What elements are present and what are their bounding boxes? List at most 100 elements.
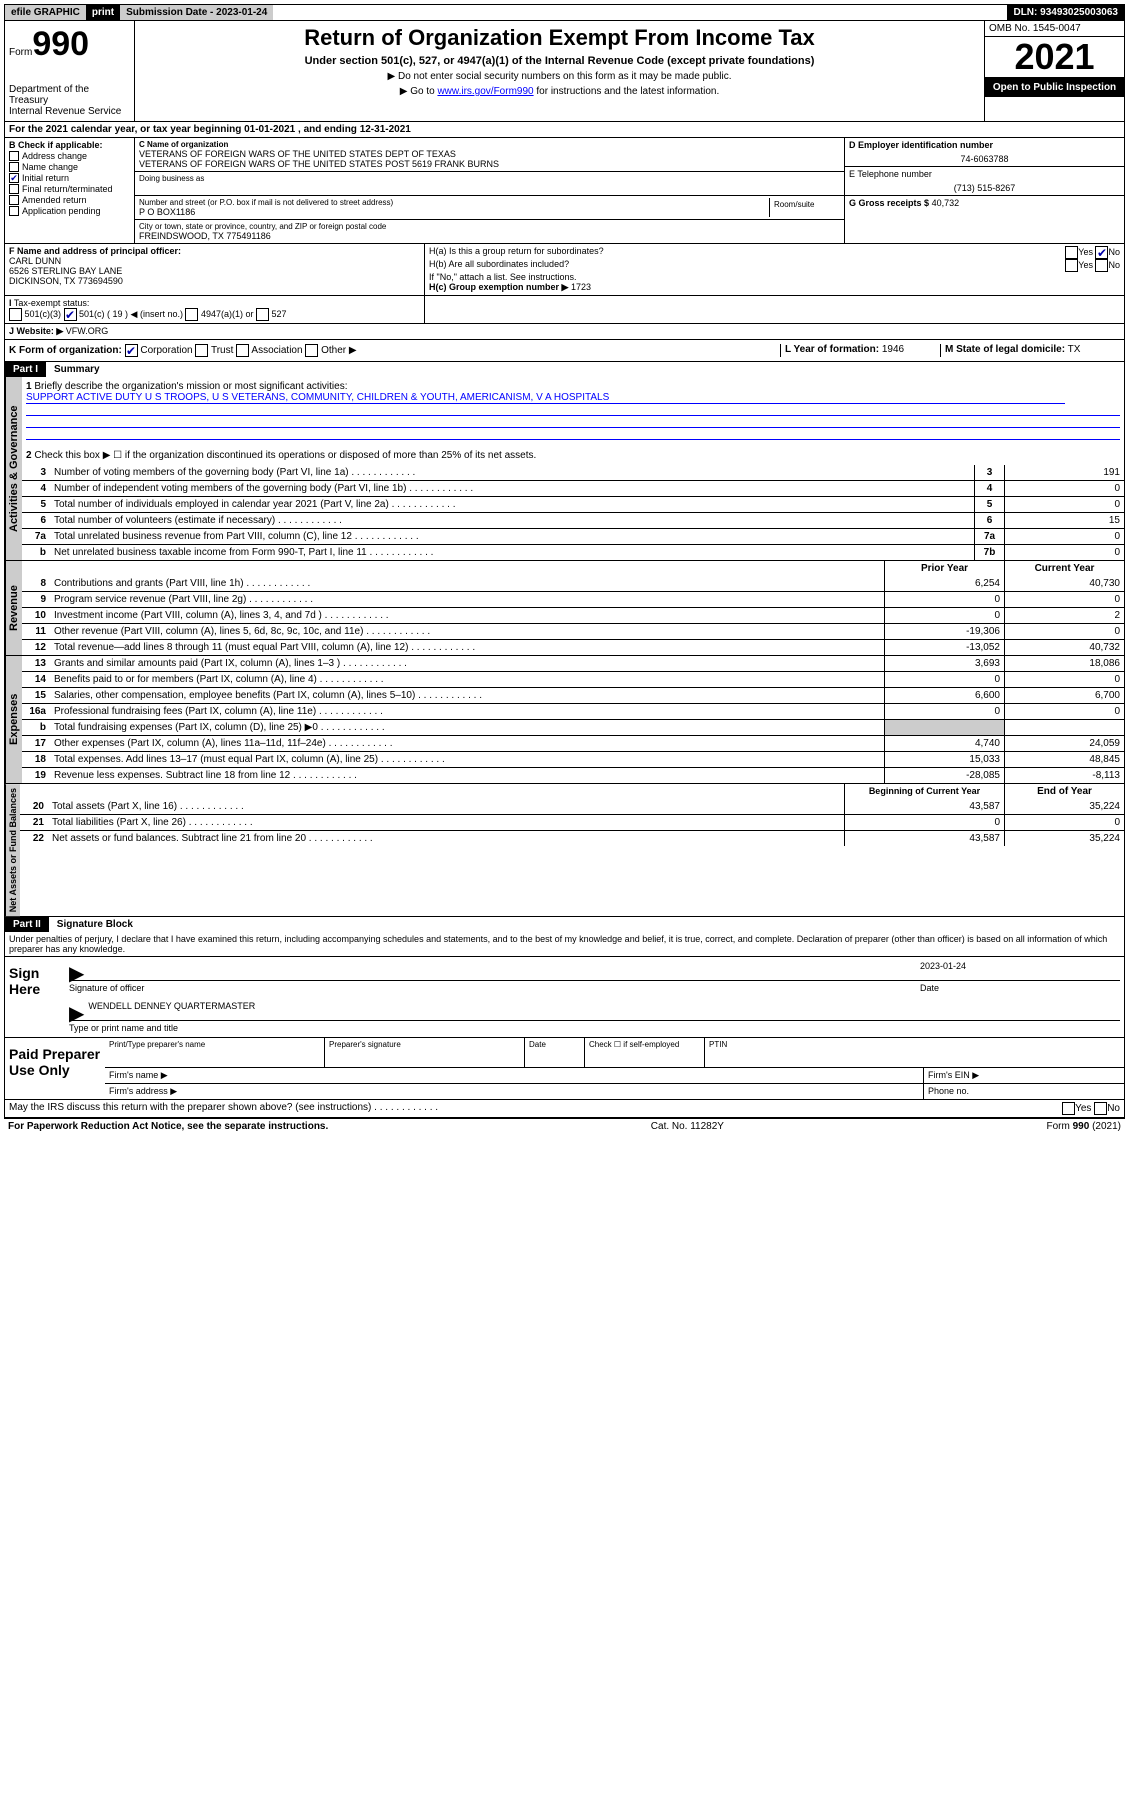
form-header: Form 990 Department of the Treasury Inte… (4, 21, 1125, 122)
beg-year-hdr: Beginning of Current Year (844, 784, 1004, 799)
box-k-checkbox[interactable] (125, 344, 138, 357)
part1-num: Part I (5, 362, 46, 377)
discuss-text: May the IRS discuss this return with the… (9, 1102, 438, 1115)
discuss-no-checkbox[interactable] (1094, 1102, 1107, 1115)
officer-addr: 6526 STERLING BAY LANE (9, 266, 420, 276)
brief-label: Briefly describe the organization's miss… (34, 381, 347, 392)
box-b-item-label: Name change (22, 162, 78, 172)
officer-city: DICKINSON, TX 773694590 (9, 276, 420, 286)
box-i-label: Tax-exempt status: (14, 298, 90, 308)
box-k-checkbox[interactable] (305, 344, 318, 357)
gov-label: Activities & Governance (5, 377, 22, 560)
summary-line: 16aProfessional fundraising fees (Part I… (22, 703, 1124, 719)
box-b-item-label: Amended return (22, 195, 87, 205)
summary-line: 15Salaries, other compensation, employee… (22, 687, 1124, 703)
city-label: City or town, state or province, country… (139, 222, 840, 231)
addr-label: Number and street (or P.O. box if mail i… (139, 198, 769, 207)
box-b-checkbox[interactable] (9, 151, 19, 161)
box-b-checkbox[interactable] (9, 206, 19, 216)
form-subtitle: Under section 501(c), 527, or 4947(a)(1)… (139, 55, 980, 67)
box-k-checkbox[interactable] (236, 344, 249, 357)
net-label: Net Assets or Fund Balances (5, 784, 20, 916)
penalties-text: Under penalties of perjury, I declare th… (4, 932, 1125, 957)
box-k-checkbox[interactable] (195, 344, 208, 357)
ha-no-checkbox[interactable] (1095, 246, 1108, 259)
prep-header-cell: Preparer's signature (325, 1038, 525, 1067)
box-i-checkbox[interactable] (256, 308, 269, 321)
summary-line: 17Other expenses (Part IX, column (A), l… (22, 735, 1124, 751)
form-prefix: Form (9, 47, 32, 58)
paid-label: Paid Preparer Use Only (5, 1038, 105, 1099)
summary-line: 22Net assets or fund balances. Subtract … (20, 830, 1124, 846)
sig-arrow-icon: ▶ (69, 1001, 84, 1020)
dba-label: Doing business as (139, 174, 840, 183)
irs-link[interactable]: www.irs.gov/Form990 (437, 86, 533, 97)
hb-yes-checkbox[interactable] (1065, 259, 1078, 272)
row-k: K Form of organization: Corporation Trus… (4, 340, 1125, 362)
ha-label: H(a) Is this a group return for subordin… (429, 246, 604, 259)
hb-no-checkbox[interactable] (1095, 259, 1108, 272)
footer-right: Form 990 (2021) (1047, 1121, 1121, 1132)
page-footer: For Paperwork Reduction Act Notice, see … (4, 1118, 1125, 1134)
note-2: ▶ Go to www.irs.gov/Form990 for instruct… (139, 86, 980, 97)
summary-line: 4Number of independent voting members of… (22, 480, 1124, 496)
box-i-checkbox[interactable] (64, 308, 77, 321)
part2-num: Part II (5, 917, 49, 932)
box-b-label: B Check if applicable: (9, 140, 130, 150)
box-k-label: K Form of organization: (9, 345, 122, 356)
type-name-label: Type or print name and title (69, 1023, 1120, 1033)
summary-line: 5Total number of individuals employed in… (22, 496, 1124, 512)
org-name-1: VETERANS OF FOREIGN WARS OF THE UNITED S… (139, 149, 840, 159)
net-header-row: Beginning of Current Year End of Year (20, 784, 1124, 799)
ein: 74-6063788 (849, 154, 1120, 164)
telephone: (713) 515-8267 (849, 183, 1120, 193)
paid-preparer-section: Paid Preparer Use Only Print/Type prepar… (4, 1038, 1125, 1100)
officer-name: CARL DUNN (9, 256, 420, 266)
box-b-checkbox[interactable] (9, 162, 19, 172)
open-inspection: Open to Public Inspection (985, 77, 1124, 97)
summary-line: 20Total assets (Part X, line 16)43,58735… (20, 799, 1124, 814)
row-j: J Website: ▶ VFW.ORG (4, 324, 1125, 340)
m-val: TX (1068, 344, 1081, 355)
phone-label: Phone no. (928, 1086, 969, 1096)
box-i-checkbox[interactable] (9, 308, 22, 321)
end-year-hdr: End of Year (1004, 784, 1124, 799)
exp-label: Expenses (5, 656, 22, 783)
firm-ein-label: Firm's EIN ▶ (928, 1070, 979, 1080)
ein-label: D Employer identification number (849, 140, 1120, 150)
discuss-yes-checkbox[interactable] (1062, 1102, 1075, 1115)
part1-revenue: Revenue Prior Year Current Year 8Contrib… (4, 561, 1125, 656)
room-label: Room/suite (770, 198, 840, 217)
prep-header-cell: Check ☐ if self-employed (585, 1038, 705, 1067)
rev-label: Revenue (5, 561, 22, 655)
part2-header: Part II Signature Block (4, 917, 1125, 932)
summary-line: 12Total revenue—add lines 8 through 11 (… (22, 639, 1124, 655)
tax-year: 2021 (985, 37, 1124, 77)
sig-officer-label: Signature of officer (69, 983, 920, 993)
summary-line: 13Grants and similar amounts paid (Part … (22, 656, 1124, 671)
box-b-checkbox[interactable] (9, 195, 19, 205)
summary-line: 6Total number of volunteers (estimate if… (22, 512, 1124, 528)
hc-label: H(c) Group exemption number ▶ (429, 282, 568, 292)
discuss-row: May the IRS discuss this return with the… (4, 1100, 1125, 1118)
part1-net-assets: Net Assets or Fund Balances Beginning of… (4, 784, 1125, 917)
l-val: 1946 (882, 344, 904, 355)
summary-line: 8Contributions and grants (Part VIII, li… (22, 576, 1124, 591)
prep-header-cell: Date (525, 1038, 585, 1067)
box-b-checkbox[interactable] (9, 173, 19, 183)
dln-label: DLN: 93493025003063 (1007, 5, 1124, 20)
section-b-to-g: B Check if applicable: Address changeNam… (4, 138, 1125, 244)
officer-name-title: WENDELL DENNEY QUARTERMASTER (88, 1001, 255, 1020)
sig-date: 2023-01-24 (920, 961, 966, 980)
box-i-checkbox[interactable] (185, 308, 198, 321)
hb-note: If "No," attach a list. See instructions… (429, 272, 1120, 282)
line2-text: Check this box ▶ ☐ if the organization d… (34, 450, 536, 461)
print-button[interactable]: print (86, 5, 120, 20)
m-label: M State of legal domicile: (945, 344, 1065, 355)
summary-line: 3Number of voting members of the governi… (22, 465, 1124, 480)
box-b-checkbox[interactable] (9, 184, 19, 194)
part1-expenses: Expenses 13Grants and similar amounts pa… (4, 656, 1125, 784)
mission-text: SUPPORT ACTIVE DUTY U S TROOPS, U S VETE… (26, 392, 1065, 404)
footer-left: For Paperwork Reduction Act Notice, see … (8, 1121, 328, 1132)
ha-yes-checkbox[interactable] (1065, 246, 1078, 259)
